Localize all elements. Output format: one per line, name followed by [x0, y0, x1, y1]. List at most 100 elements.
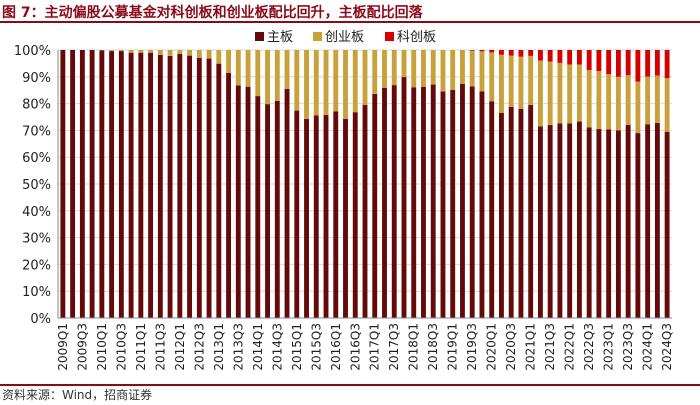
bar-segment [313, 115, 319, 318]
x-tick-label: 2016Q1 [329, 323, 343, 371]
x-tick-label: 2020Q1 [485, 323, 499, 371]
bar-segment [313, 50, 319, 116]
bar-segment [235, 85, 241, 318]
bar-segment [245, 86, 251, 318]
x-tick-label: 2021Q1 [524, 323, 538, 371]
bar-segment [196, 57, 202, 318]
y-tick-label: 90% [22, 71, 51, 86]
bar-segment [596, 50, 602, 72]
bar-segment [118, 50, 124, 52]
bar-segment [635, 133, 641, 318]
bar-segment [265, 50, 270, 105]
bar-segment [382, 50, 387, 88]
bar-segment [294, 50, 300, 111]
bar-segment [138, 52, 144, 319]
x-tick-label: 2022Q1 [563, 323, 577, 371]
bar-segment [557, 62, 563, 124]
bar-segment [118, 51, 124, 319]
bar-segment [343, 50, 348, 119]
bar-segment [206, 58, 212, 319]
bar-segment [401, 77, 407, 319]
bar-segment [157, 54, 163, 318]
bar-segment [167, 55, 173, 319]
bar-segment [460, 50, 465, 84]
bar-segment [109, 50, 115, 52]
bar-segment [547, 61, 553, 126]
bar-segment [187, 50, 193, 56]
x-tick-label: 2021Q3 [543, 323, 557, 371]
bar-segment [518, 108, 524, 318]
bar-segment [255, 50, 261, 97]
y-tick-label: 10% [22, 285, 51, 300]
bar-segment [274, 100, 280, 318]
x-tick-label: 2009Q3 [75, 323, 89, 371]
bar-segment [440, 50, 446, 92]
bar-segment [323, 50, 329, 115]
bar-segment [391, 85, 397, 318]
bar-segment [479, 50, 485, 52]
bar-segment [109, 51, 115, 319]
bar-segment [479, 51, 485, 92]
bar-segment [625, 75, 631, 125]
x-tick-label: 2017Q3 [387, 323, 401, 371]
bar-segment [391, 50, 397, 86]
bar-segment [664, 50, 670, 79]
bar-segment [635, 81, 641, 134]
bar-segment [255, 96, 261, 318]
bar-segment [323, 114, 329, 318]
bar-segment [79, 50, 85, 318]
bar-segment [508, 55, 514, 107]
bar-segment [450, 50, 456, 90]
bar-segment [333, 111, 339, 318]
bar-segment [216, 50, 222, 64]
x-tick-label: 2020Q3 [504, 323, 518, 371]
bar-segment [654, 50, 660, 76]
bar-segment [333, 50, 339, 112]
bar-segment [148, 52, 154, 319]
bar-segment [586, 70, 592, 128]
bar-segment [567, 50, 573, 65]
legend-swatch [313, 32, 322, 41]
bar-segment [489, 52, 495, 102]
bar-segment [401, 50, 407, 78]
source-divider [0, 384, 700, 386]
bar-segment [274, 50, 280, 101]
x-tick-label: 2009Q1 [56, 323, 70, 371]
bar-segment [596, 71, 602, 130]
bar-segment [479, 91, 485, 318]
bar-segment [343, 118, 348, 318]
x-tick-label: 2012Q1 [173, 323, 187, 371]
legend-swatch [385, 32, 394, 41]
bar-segment [557, 50, 563, 63]
bar-segment [606, 50, 612, 75]
x-tick-label: 2022Q3 [582, 323, 596, 371]
y-tick-label: 80% [22, 98, 51, 113]
y-tick-label: 0% [30, 312, 51, 327]
bar-segment [284, 50, 290, 89]
bar-segment [664, 131, 670, 318]
x-tick-label: 2023Q1 [602, 323, 616, 371]
x-tick-label: 2019Q3 [465, 323, 479, 371]
y-tick-label: 60% [22, 151, 51, 166]
x-tick-label: 2024Q3 [660, 323, 674, 371]
bar-segment [304, 118, 309, 318]
bar-segment [372, 93, 378, 319]
bar-segment [450, 89, 456, 318]
bar-segment [411, 50, 417, 88]
x-tick-label: 2011Q3 [153, 323, 167, 371]
y-tick-label: 70% [22, 124, 51, 139]
bar-segment [625, 124, 631, 318]
bar-segment [499, 112, 504, 318]
bar-segment [615, 50, 621, 77]
x-tick-label: 2014Q1 [251, 323, 265, 371]
bar-segment [528, 55, 534, 105]
bar-segment [89, 50, 95, 318]
bar-segment [265, 104, 270, 318]
legend-label: 科创板 [397, 30, 436, 45]
bar-segment [235, 50, 241, 86]
bar-segment [167, 50, 173, 56]
bar-segment [138, 50, 144, 53]
bar-segment [606, 74, 612, 130]
bar-segment [430, 50, 436, 85]
